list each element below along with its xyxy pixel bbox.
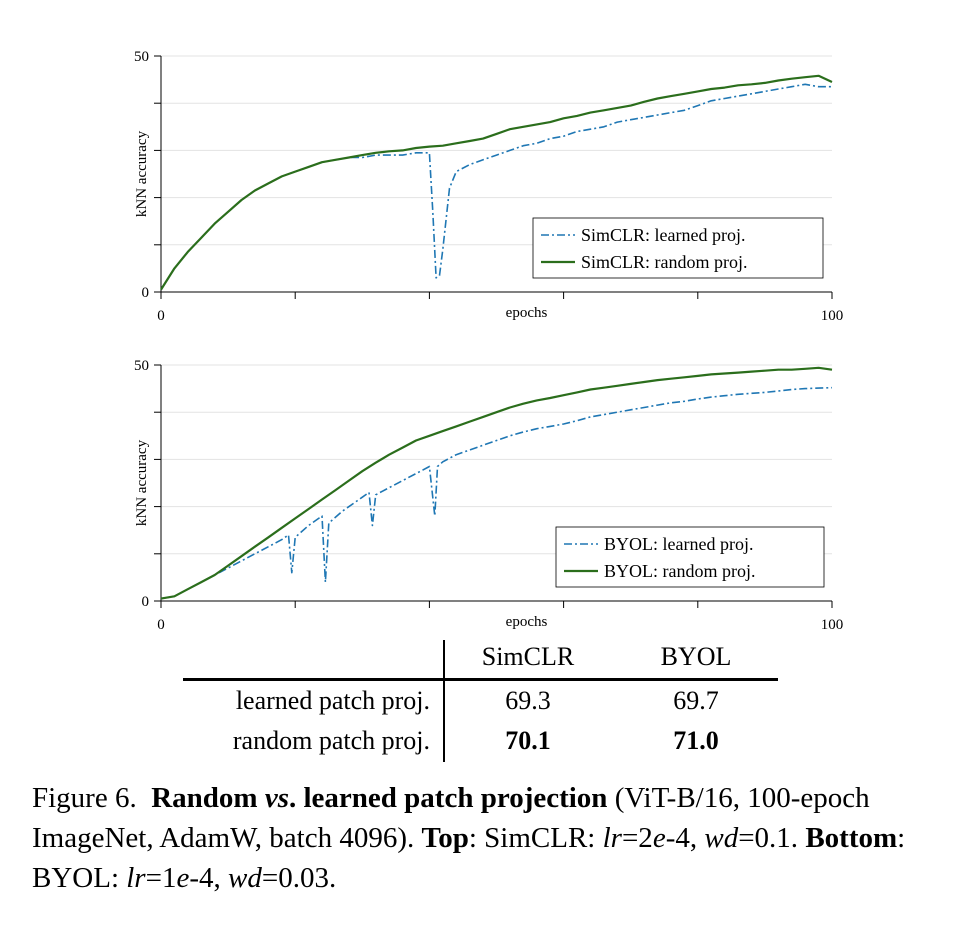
caption-bottom-wd: =0.03. — [261, 862, 337, 894]
table-row-label: random patch proj. — [232, 726, 430, 755]
table-header-simclr: SimCLR — [481, 642, 575, 671]
y-tick-label: 50 — [134, 49, 149, 65]
caption-e-symbol: e — [652, 822, 666, 854]
caption-bottom-label: Bottom — [805, 822, 898, 854]
caption-setup: (ViT-B/16, 100-epoch ImageNet, AdamW, ba… — [32, 782, 870, 854]
x-tick-label: 100 — [821, 617, 844, 633]
caption-wd-symbol: wd — [228, 862, 262, 894]
caption-top-label: Top — [421, 822, 469, 854]
top-chart-panel: 0 50 0 100 epochs kNN accuracy SimCLR: learned… — [134, 49, 843, 324]
x-tick-label: 0 — [157, 308, 165, 324]
y-axis-label: kNN accuracy — [134, 130, 150, 217]
legend-box — [532, 217, 824, 279]
caption-e-symbol: e — [176, 862, 190, 894]
caption-top-wd: =0.1. — [738, 822, 806, 854]
table-cell-byol-random: 71.0 — [673, 726, 719, 755]
legend-label: BYOL: learned proj. — [604, 534, 753, 554]
caption-lr-symbol: lr — [126, 862, 146, 894]
table-row-label: learned patch proj. — [235, 686, 430, 715]
legend-label: BYOL: random proj. — [604, 561, 755, 581]
caption-top-lr-b: -4, — [665, 822, 705, 854]
caption-bottom-lr-b: -4, — [189, 862, 228, 894]
caption-prefix: Figure 6. — [32, 782, 137, 814]
series-line — [160, 366, 833, 600]
caption-lr-symbol: lr — [602, 822, 622, 854]
x-tick-label: 100 — [821, 308, 844, 324]
y-tick-label: 0 — [142, 594, 150, 610]
x-axis-label: epochs — [506, 305, 548, 321]
caption-wd-symbol: wd — [704, 822, 739, 854]
caption-bottom-lr-a: =1 — [145, 862, 177, 894]
caption-top-lr-a: =2 — [621, 822, 653, 854]
caption-title-a: Random — [151, 782, 258, 814]
y-axis-label: kNN accuracy — [134, 439, 150, 526]
legend-label: SimCLR: random proj. — [581, 252, 748, 272]
bottom-chart-panel: 0 50 0 100 epochs kNN accuracy BYOL: learned p… — [134, 358, 843, 633]
caption-title-vs: vs — [264, 782, 289, 814]
table-vertical-rule — [443, 640, 445, 762]
table-cell-simclr-learned: 69.3 — [505, 686, 551, 715]
y-tick-label: 50 — [134, 358, 149, 374]
series-line — [160, 74, 833, 291]
x-tick-label: 0 — [157, 617, 165, 633]
table-cell-byol-learned: 69.7 — [673, 686, 719, 715]
figure-caption: Figure 6. Random vs. learned patch proje… — [32, 778, 937, 898]
table-cell-simclr-random: 70.1 — [505, 726, 551, 755]
x-axis-label: epochs — [506, 614, 548, 630]
caption-bottom-text: : BYOL: — [32, 822, 906, 894]
y-tick-label: 0 — [142, 285, 150, 301]
caption-top-text: : SimCLR: — [468, 822, 603, 854]
caption-title-b: . learned patch projection — [289, 782, 608, 814]
table-header-rule — [183, 678, 778, 681]
legend-label: SimCLR: learned proj. — [581, 225, 745, 245]
figure-charts: 0 50 0 100 epochs kNN accuracy SimCLR: learned… — [134, 49, 843, 633]
table-header-byol: BYOL — [660, 642, 732, 671]
series-line — [160, 386, 833, 600]
legend-box — [555, 526, 825, 588]
